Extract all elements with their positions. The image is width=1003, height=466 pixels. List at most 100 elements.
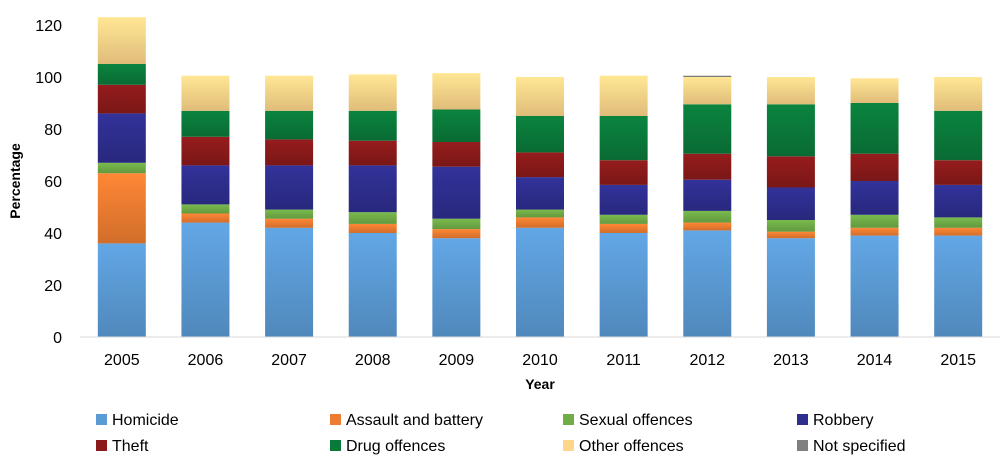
bar-segment-theft-2009 — [432, 142, 481, 167]
bar-segment-theft-2013 — [766, 156, 815, 188]
bar-segment-drug-offences-2007 — [265, 110, 314, 140]
bar-segment-drug-offences-2011 — [599, 116, 648, 161]
bar-segment-drug-offences-2009 — [432, 109, 481, 142]
bar-segment-assault-and-battery-2011 — [599, 223, 648, 233]
bar-segment-robbery-2007 — [265, 165, 314, 210]
y-tick-label: 120 — [35, 18, 62, 35]
x-tick-label: 2014 — [857, 352, 893, 369]
bar-segment-sexual-offences-2006 — [181, 204, 230, 214]
bar-segment-homicide-2013 — [766, 238, 815, 337]
bar-segment-robbery-2013 — [766, 187, 815, 220]
bar-segment-robbery-2012 — [683, 179, 732, 211]
bars — [97, 17, 983, 337]
bar-segment-other-offences-2008 — [348, 74, 397, 111]
bar-segment-robbery-2006 — [181, 165, 230, 205]
legend-label-drug-offences: Drug offences — [346, 438, 445, 455]
bar-segment-not-specified-2012 — [683, 75, 732, 77]
legend-label-assault-and-battery: Assault and battery — [346, 412, 483, 429]
x-tick-label: 2012 — [689, 352, 725, 369]
legend-label-not-specified: Not specified — [813, 438, 906, 455]
bar-segment-robbery-2009 — [432, 166, 481, 219]
bar-segment-assault-and-battery-2008 — [348, 223, 397, 233]
legend-swatch-assault-and-battery — [330, 414, 341, 425]
x-tick-label: 2006 — [188, 352, 224, 369]
bar-segment-other-offences-2013 — [766, 77, 815, 105]
bar-segment-assault-and-battery-2009 — [432, 229, 481, 239]
y-tick-label: 0 — [53, 330, 62, 347]
bar-segment-other-offences-2005 — [97, 17, 146, 64]
bar-segment-sexual-offences-2011 — [599, 214, 648, 224]
legend-swatch-other-offences — [563, 440, 574, 451]
bar-segment-sexual-offences-2007 — [265, 209, 314, 219]
bar-segment-other-offences-2015 — [934, 77, 983, 111]
x-tick-label: 2013 — [773, 352, 809, 369]
legend-label-theft: Theft — [112, 438, 149, 455]
legend-swatch-not-specified — [797, 440, 808, 451]
bar-segment-theft-2012 — [683, 153, 732, 180]
legend-swatch-sexual-offences — [563, 414, 574, 425]
legend-label-other-offences: Other offences — [579, 438, 684, 455]
bar-segment-robbery-2008 — [348, 165, 397, 213]
x-tick-label: 2009 — [439, 352, 475, 369]
bar-segment-drug-offences-2006 — [181, 110, 230, 137]
bar-segment-theft-2006 — [181, 136, 230, 166]
legend-label-robbery: Robbery — [813, 412, 873, 429]
y-tick-label: 60 — [44, 174, 62, 191]
bar-segment-homicide-2012 — [683, 230, 732, 337]
bar-segment-drug-offences-2005 — [97, 64, 146, 85]
bar-segment-sexual-offences-2013 — [766, 220, 815, 232]
bar-segment-homicide-2011 — [599, 233, 648, 337]
bar-segment-sexual-offences-2010 — [516, 209, 564, 218]
bar-segment-theft-2011 — [599, 160, 648, 185]
bar-segment-assault-and-battery-2015 — [934, 227, 983, 236]
bar-segment-homicide-2006 — [181, 222, 230, 337]
bar-segment-other-offences-2012 — [683, 77, 732, 105]
bar-segment-homicide-2009 — [432, 238, 481, 337]
bar-segment-assault-and-battery-2012 — [683, 222, 732, 231]
bar-segment-robbery-2015 — [934, 184, 983, 218]
x-tick-label: 2011 — [606, 352, 641, 369]
bar-segment-robbery-2011 — [599, 184, 648, 215]
bar-segment-assault-and-battery-2013 — [766, 231, 815, 239]
bar-segment-drug-offences-2010 — [516, 116, 564, 153]
y-tick-label: 20 — [44, 278, 62, 295]
bar-segment-drug-offences-2014 — [850, 103, 899, 154]
bar-segment-other-offences-2011 — [599, 75, 648, 116]
bar-segment-homicide-2010 — [516, 227, 564, 337]
bar-segment-sexual-offences-2012 — [683, 210, 732, 223]
bar-segment-homicide-2014 — [850, 235, 899, 337]
bar-segment-theft-2015 — [934, 160, 983, 185]
y-axis-ticks: 0 20 40 60 80 100 120 — [35, 18, 62, 347]
bar-segment-homicide-2015 — [934, 235, 983, 337]
bar-segment-assault-and-battery-2010 — [516, 217, 564, 228]
bar-segment-sexual-offences-2015 — [934, 217, 983, 228]
bar-segment-homicide-2008 — [348, 233, 397, 337]
bar-segment-assault-and-battery-2007 — [265, 218, 314, 228]
legend-swatch-drug-offences — [330, 440, 341, 451]
bar-segment-robbery-2005 — [97, 113, 146, 163]
legend-label-sexual-offences: Sexual offences — [579, 412, 693, 429]
bar-segment-sexual-offences-2005 — [97, 162, 146, 174]
bar-segment-drug-offences-2012 — [683, 104, 732, 154]
legend: Homicide Assault and battery Sexual offenc… — [96, 412, 906, 455]
bar-segment-homicide-2005 — [97, 243, 146, 337]
bar-segment-homicide-2007 — [265, 227, 314, 337]
legend-swatch-theft — [96, 440, 107, 451]
y-axis-title: Percentage — [7, 143, 23, 219]
bar-segment-theft-2010 — [516, 152, 564, 178]
bar-segment-theft-2007 — [265, 139, 314, 166]
bar-segment-sexual-offences-2009 — [432, 218, 481, 230]
bar-segment-robbery-2014 — [850, 181, 899, 215]
bar-segment-sexual-offences-2014 — [850, 214, 899, 228]
x-tick-label: 2015 — [940, 352, 976, 369]
bar-segment-assault-and-battery-2005 — [97, 173, 146, 244]
bar-segment-assault-and-battery-2014 — [850, 227, 899, 236]
bar-segment-drug-offences-2015 — [934, 110, 983, 161]
bar-segment-robbery-2010 — [516, 177, 564, 210]
legend-label-homicide: Homicide — [112, 412, 179, 429]
bar-segment-theft-2005 — [97, 84, 146, 114]
y-tick-label: 40 — [44, 226, 62, 243]
x-tick-label: 2010 — [522, 352, 558, 369]
x-tick-label: 2007 — [271, 352, 307, 369]
